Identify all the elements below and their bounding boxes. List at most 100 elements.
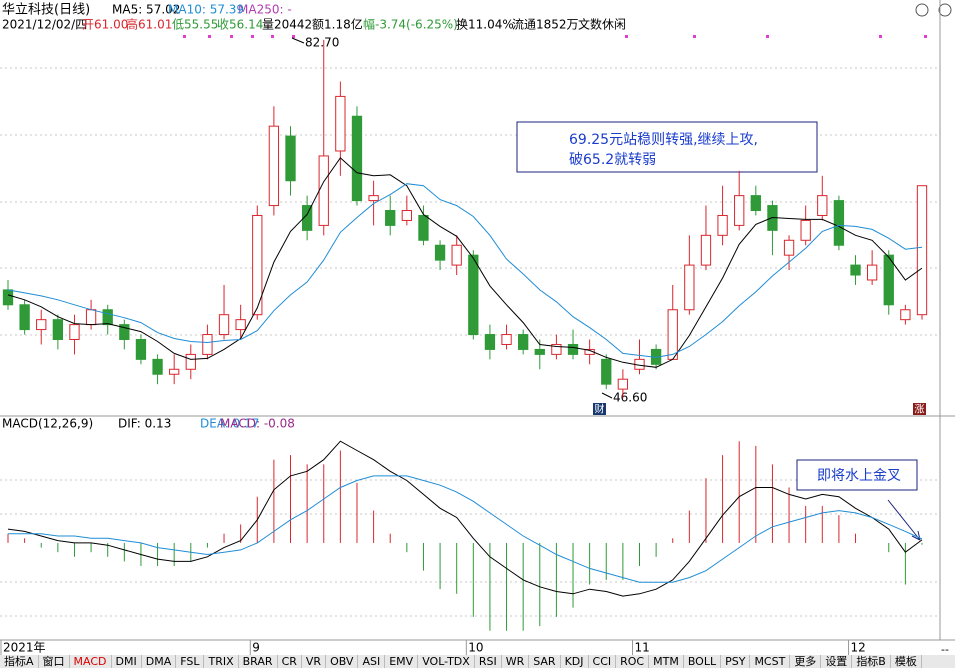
high-label: 82.70 [305, 36, 339, 50]
tab[interactable]: BRAR [239, 655, 278, 668]
macd-line [8, 475, 923, 583]
candle-body [301, 205, 313, 231]
candle-body [318, 155, 329, 226]
candle-body [418, 214, 429, 241]
tab[interactable]: 窗口 [39, 655, 70, 668]
icon-add[interactable] [915, 3, 929, 17]
candle-body [750, 195, 761, 212]
candle-body [185, 353, 196, 370]
candle-body [567, 343, 579, 355]
low-pointer [601, 392, 613, 399]
high-pointer [291, 37, 305, 44]
note-box [516, 121, 818, 173]
tab[interactable]: ASI [358, 655, 386, 668]
macd-note: 即将水上金叉 [817, 468, 901, 484]
tab[interactable]: MCST [750, 655, 791, 668]
candle-body [783, 239, 795, 256]
tab[interactable]: SAR [529, 655, 561, 668]
tab[interactable]: TRIX [204, 655, 239, 668]
tab[interactable]: MACD [70, 655, 112, 668]
x-tick-label: 11 [634, 641, 649, 655]
candle-body [617, 378, 629, 390]
low: 低55.55 [172, 18, 218, 32]
macd-note-box [796, 459, 918, 491]
candle-body [235, 319, 246, 331]
finance-marker-text: 财 [595, 403, 605, 416]
tab[interactable]: 更多 [790, 655, 822, 668]
candle-body [69, 324, 80, 341]
low-label: 46.60 [613, 391, 647, 405]
legend-entry: MA10: 57.39 [168, 3, 244, 17]
x-tick-label: 2021年 [3, 641, 46, 655]
x-tick-label: 12 [851, 641, 866, 655]
finance-marker[interactable] [593, 403, 606, 415]
tab[interactable]: WR [502, 655, 530, 668]
candle-body [202, 334, 213, 355]
candle-body [351, 115, 363, 202]
note-line: 69.25元站稳则转强,继续上攻, [569, 131, 758, 148]
candle-body [169, 368, 180, 375]
candle-body [401, 210, 412, 221]
candle-body [468, 254, 479, 336]
candle-body [252, 214, 263, 316]
high: 高61.01 [126, 17, 172, 32]
tab[interactable]: KDJ [561, 655, 589, 668]
candle-body [700, 234, 712, 266]
float-shares: 流通1852万 [512, 18, 579, 32]
candle-body [285, 135, 296, 182]
candle-body [518, 334, 529, 350]
tab[interactable]: DMI [112, 655, 142, 668]
candle-body [833, 200, 845, 246]
candle-body [601, 358, 612, 385]
change: 幅-3.74(-6.25%) [363, 17, 458, 32]
rise-marker-text: 涨 [915, 404, 925, 416]
open: 开61.00 [82, 18, 128, 32]
tab[interactable]: EMV [385, 655, 419, 668]
tab[interactable]: BOLL [684, 655, 722, 668]
tab[interactable]: 指标A [0, 655, 39, 668]
tab[interactable]: VOL-TDX [418, 655, 475, 668]
event-dots [183, 35, 927, 38]
candle-body [734, 195, 745, 226]
icon-close[interactable] [938, 3, 952, 17]
tab[interactable]: 指标B [852, 655, 891, 668]
candle-body [19, 304, 30, 331]
ma-line [7, 183, 923, 358]
tab[interactable]: MTM [649, 655, 684, 668]
tab[interactable]: ROC [616, 655, 650, 668]
candle-body [368, 195, 379, 202]
candle-body [36, 319, 47, 331]
tab[interactable]: RSI [475, 655, 502, 668]
indicator-tabs: 指标A 窗口 MACD DMI DMA FSL TRIX BRAR CR VR OBV ASI EMV V… [0, 655, 955, 668]
tab[interactable]: VR [302, 655, 327, 668]
legend-entry: DIF: 0.13 [118, 417, 171, 431]
candle-body [916, 185, 928, 316]
candle-body [218, 314, 230, 336]
candle-body [684, 264, 695, 311]
candle-body [484, 334, 496, 350]
legend-entry: DEA: 0.17 [200, 417, 259, 431]
tab[interactable]: CCI [589, 655, 617, 668]
candle-body [135, 339, 147, 360]
tab[interactable]: FSL [176, 655, 205, 668]
tab[interactable]: 设置 [821, 655, 853, 668]
candle-body [667, 309, 678, 360]
candle-body [551, 343, 562, 355]
candle-body [883, 254, 894, 306]
candle-body [85, 309, 97, 326]
candle-body [800, 219, 811, 241]
candle-body [850, 264, 861, 276]
tab[interactable]: CR [278, 655, 302, 668]
rise-marker[interactable] [913, 403, 926, 415]
tab[interactable]: PSY [721, 655, 751, 668]
macd-line [7, 440, 923, 597]
candle-body [534, 348, 545, 355]
tab[interactable]: OBV [326, 655, 359, 668]
tab[interactable]: 模板 [891, 655, 922, 668]
candle-body [717, 214, 728, 236]
note-arrow [887, 499, 921, 541]
candle-body [268, 125, 280, 207]
tab[interactable]: DMA [142, 655, 177, 668]
